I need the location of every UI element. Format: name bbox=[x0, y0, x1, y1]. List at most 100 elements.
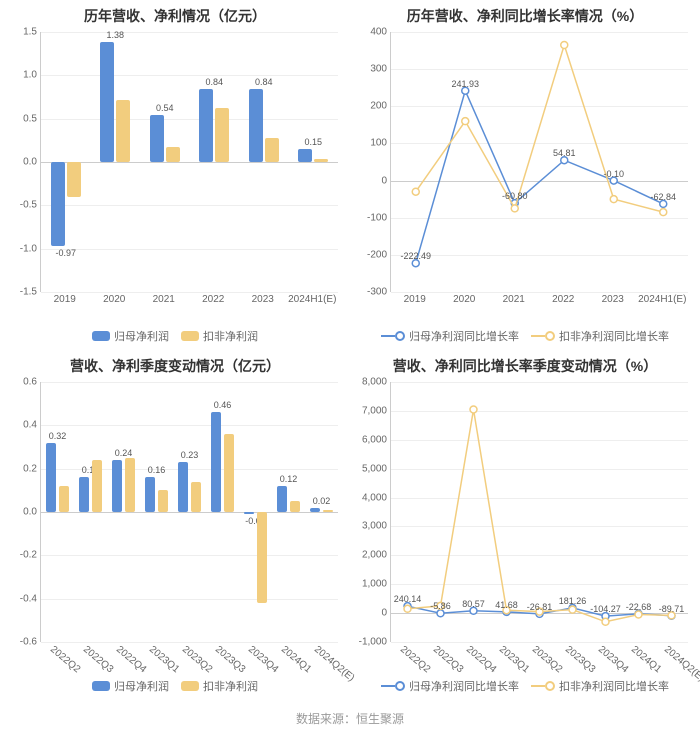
bar bbox=[191, 482, 202, 512]
legend: 归母净利润 扣非净利润 bbox=[4, 328, 346, 344]
y-tick-label: 200 bbox=[370, 101, 391, 112]
y-tick-label: 0.0 bbox=[23, 507, 41, 518]
panel-top-right: 历年营收、净利同比增长率情况（%）-300-200-10001002003004… bbox=[350, 0, 700, 350]
x-tick-label: 2023Q4 bbox=[595, 644, 629, 675]
bar bbox=[150, 115, 164, 162]
plot-area: -300-200-1000100200300400-222.49241.93-6… bbox=[390, 32, 688, 292]
value-label: -22.68 bbox=[626, 602, 652, 612]
y-tick-label: 7,000 bbox=[362, 405, 391, 416]
y-tick-label: 1,000 bbox=[362, 579, 391, 590]
value-label: 0.84 bbox=[205, 77, 223, 87]
y-tick-label: -0.2 bbox=[20, 550, 41, 561]
value-label: 41.68 bbox=[495, 600, 518, 610]
y-tick-label: -1,000 bbox=[359, 637, 391, 648]
legend-item: 归母净利润同比增长率 bbox=[381, 678, 519, 694]
bar bbox=[265, 138, 279, 162]
y-tick-label: 6,000 bbox=[362, 434, 391, 445]
value-label: 54.81 bbox=[553, 148, 576, 158]
plot-area: -1.5-1.0-0.50.00.51.01.5-0.971.380.540.8… bbox=[40, 32, 338, 292]
y-tick-label: 3,000 bbox=[362, 521, 391, 532]
legend-line bbox=[381, 685, 395, 687]
y-tick-label: 0.0 bbox=[23, 157, 41, 168]
plot-area: -0.6-0.4-0.20.00.20.40.60.320.160.240.16… bbox=[40, 382, 338, 642]
legend-swatch bbox=[92, 681, 110, 691]
panel-bottom-right: 营收、净利同比增长率季度变动情况（%）-1,00001,0002,0003,00… bbox=[350, 350, 700, 700]
y-tick-label: 1.5 bbox=[23, 27, 41, 38]
bar bbox=[112, 460, 123, 512]
y-tick-label: 400 bbox=[370, 27, 391, 38]
legend: 归母净利润同比增长率扣非净利润同比增长率 bbox=[354, 678, 696, 694]
x-tick-label: 2019 bbox=[54, 294, 76, 305]
value-label: 0.02 bbox=[313, 496, 331, 506]
x-tick-label: 2023Q2 bbox=[529, 644, 563, 675]
y-tick-label: 0 bbox=[381, 175, 391, 186]
value-label: 80.57 bbox=[462, 599, 485, 609]
plot-area: -1,00001,0002,0003,0004,0005,0006,0007,0… bbox=[390, 382, 688, 642]
bar bbox=[158, 490, 169, 512]
x-tick-label: 2022Q2 bbox=[397, 644, 431, 675]
legend-label: 归母净利润 bbox=[114, 328, 169, 344]
value-label: 0.24 bbox=[115, 448, 133, 458]
value-label: 0.84 bbox=[255, 77, 273, 87]
bar bbox=[310, 508, 321, 512]
y-tick-label: 4,000 bbox=[362, 492, 391, 503]
legend-label: 扣非净利润 bbox=[203, 328, 258, 344]
x-tick-label: 2024Q1 bbox=[278, 644, 312, 675]
gridline bbox=[41, 599, 338, 600]
legend-label: 归母净利润 bbox=[114, 678, 169, 694]
y-tick-label: -300 bbox=[367, 287, 391, 298]
bar bbox=[323, 510, 334, 512]
bar bbox=[79, 477, 90, 512]
bar bbox=[257, 512, 268, 603]
bar bbox=[178, 462, 189, 512]
y-tick-label: -0.4 bbox=[20, 593, 41, 604]
x-tick-label: 2023Q3 bbox=[212, 644, 246, 675]
gridline bbox=[41, 425, 338, 426]
value-label: -26.81 bbox=[527, 602, 553, 612]
y-tick-label: 5,000 bbox=[362, 463, 391, 474]
x-tick-label: 2023Q2 bbox=[179, 644, 213, 675]
value-label: 240.14 bbox=[394, 594, 422, 604]
value-label: 0.46 bbox=[214, 400, 232, 410]
value-label: -89.71 bbox=[659, 604, 685, 614]
legend-label: 归母净利润同比增长率 bbox=[409, 328, 519, 344]
x-tick-label: 2022Q4 bbox=[463, 644, 497, 675]
value-label: 0.12 bbox=[280, 474, 298, 484]
value-label: 0.23 bbox=[181, 450, 199, 460]
legend-item: 归母净利润 bbox=[92, 328, 169, 344]
legend-marker bbox=[545, 681, 555, 691]
value-label: -222.49 bbox=[400, 251, 431, 261]
legend-line bbox=[381, 335, 395, 337]
x-tick-label: 2020 bbox=[453, 294, 475, 305]
legend-item: 扣非净利润 bbox=[181, 678, 258, 694]
x-tick-label: 2020 bbox=[103, 294, 125, 305]
x-tick-label: 2024H1(E) bbox=[288, 294, 336, 305]
x-tick-label: 2021 bbox=[153, 294, 175, 305]
legend-item: 归母净利润同比增长率 bbox=[381, 328, 519, 344]
bar bbox=[46, 443, 57, 512]
value-label: 0.15 bbox=[304, 137, 322, 147]
x-tick-label: 2023 bbox=[252, 294, 274, 305]
bar bbox=[166, 147, 180, 162]
y-tick-label: 2,000 bbox=[362, 550, 391, 561]
chart-title: 历年营收、净利情况（亿元） bbox=[4, 6, 346, 26]
chart-title: 历年营收、净利同比增长率情况（%） bbox=[354, 6, 696, 26]
bar bbox=[249, 89, 263, 162]
y-tick-label: -200 bbox=[367, 249, 391, 260]
value-label: -0.10 bbox=[603, 169, 624, 179]
bar bbox=[51, 162, 65, 246]
y-tick-label: 300 bbox=[370, 64, 391, 75]
chart-grid: 历年营收、净利情况（亿元） -1.5-1.0-0.50.00.51.01.5-0.… bbox=[0, 0, 700, 700]
value-label: 241.93 bbox=[451, 79, 479, 89]
value-label: -60.80 bbox=[502, 191, 528, 201]
value-label: -62.84 bbox=[650, 192, 676, 202]
bar bbox=[244, 512, 255, 514]
legend: 归母净利润扣非净利润 bbox=[4, 678, 346, 694]
bar bbox=[116, 100, 130, 162]
gridline bbox=[41, 119, 338, 120]
bar bbox=[67, 162, 81, 197]
x-axis: 2022Q22022Q32022Q42023Q12023Q22023Q32023… bbox=[390, 642, 688, 674]
x-tick-label: 2024Q1 bbox=[628, 644, 662, 675]
bar bbox=[100, 42, 114, 162]
bar bbox=[92, 460, 103, 512]
